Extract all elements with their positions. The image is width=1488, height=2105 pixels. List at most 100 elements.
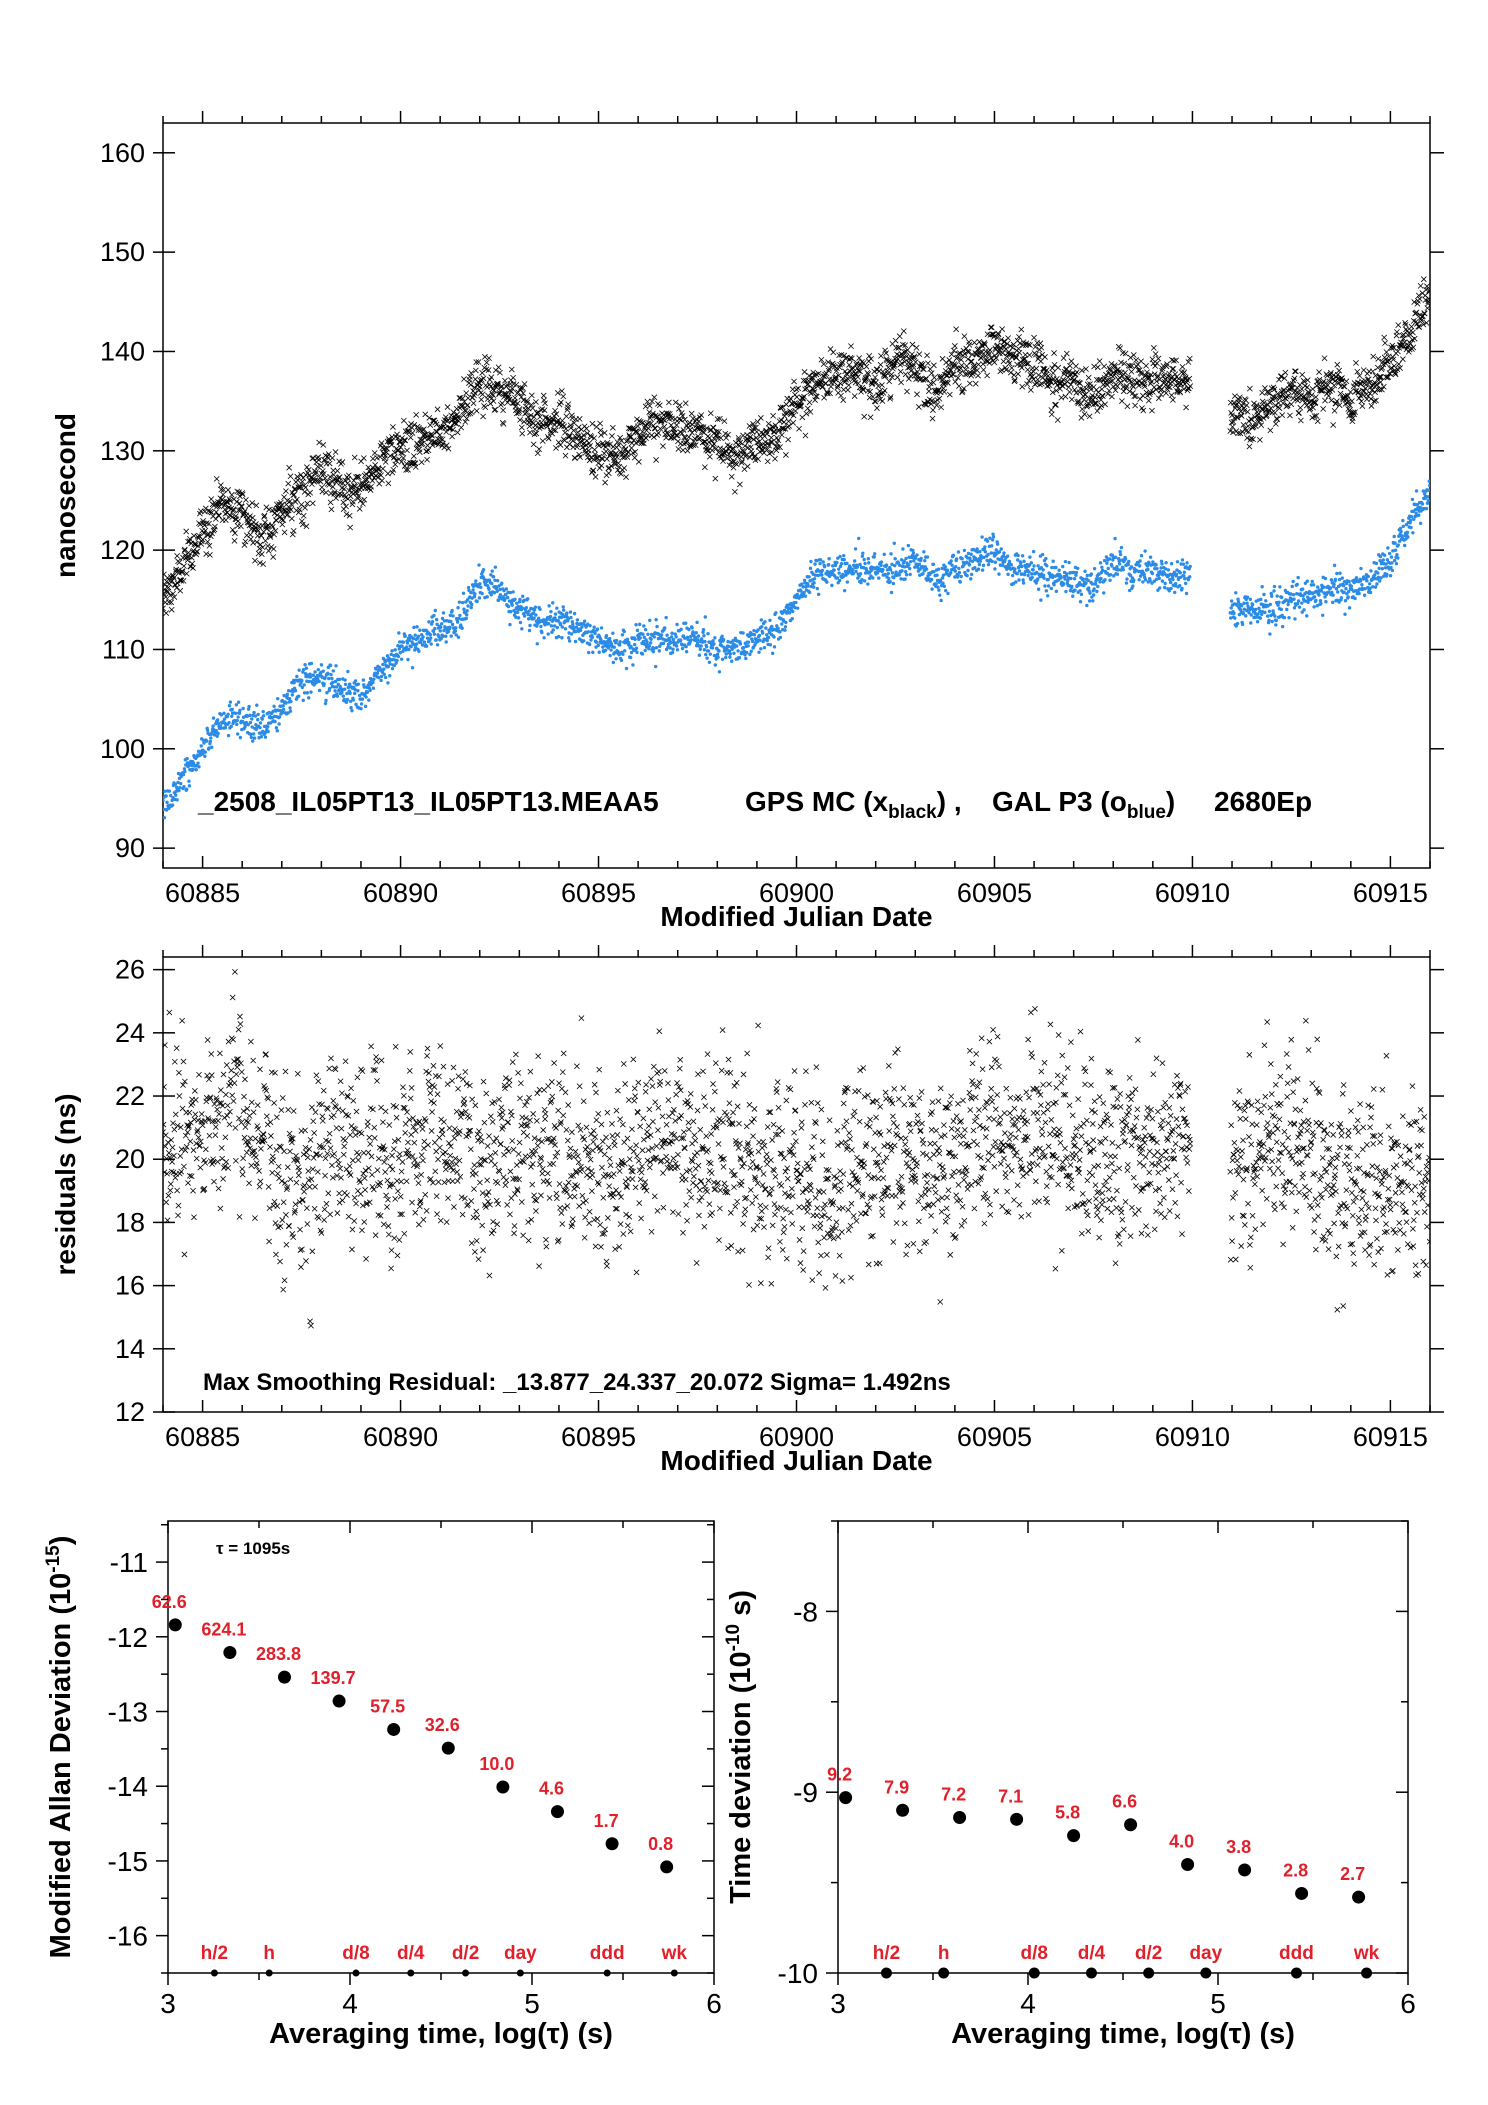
data-marker-o <box>915 553 919 557</box>
data-marker-x <box>231 537 238 544</box>
data-marker-o <box>1110 564 1114 568</box>
data-marker-o <box>951 553 956 558</box>
data-marker-o <box>711 639 715 643</box>
data-marker-o <box>708 652 713 656</box>
data-marker-o <box>674 644 679 648</box>
data-marker-x <box>660 443 666 450</box>
data-marker-o <box>309 661 314 666</box>
data-marker-o <box>1030 575 1034 580</box>
data-marker-x <box>693 416 700 423</box>
data-marker-o <box>904 573 909 577</box>
data-marker-o <box>388 674 392 678</box>
data-marker-x <box>1151 384 1158 391</box>
x-tick-label: 60915 <box>1353 878 1428 908</box>
data-marker-o <box>872 555 876 559</box>
data-marker-o <box>1072 576 1077 581</box>
data-marker-x <box>239 490 246 496</box>
data-marker-x <box>222 517 229 523</box>
data-marker-x <box>592 474 599 480</box>
data-marker-o <box>820 573 824 577</box>
data-marker-o <box>830 583 834 588</box>
data-marker-o <box>185 756 189 761</box>
data-marker-o <box>460 626 464 630</box>
data-marker-o <box>808 566 813 571</box>
data-marker-x <box>411 453 417 459</box>
data-marker-x <box>562 452 569 459</box>
data-marker-o <box>931 562 936 566</box>
data-marker-o <box>535 642 539 646</box>
data-marker-x <box>480 413 486 420</box>
data-marker-x <box>1016 334 1022 340</box>
data-marker-x <box>916 351 923 358</box>
data-marker-x <box>1042 354 1048 360</box>
data-marker-x <box>512 395 518 401</box>
data-marker-o <box>946 591 950 596</box>
data-marker-o <box>248 720 253 725</box>
data-marker-x <box>456 415 462 422</box>
data-marker-o <box>330 676 334 681</box>
data-marker-x <box>241 542 248 548</box>
data-marker-o <box>949 559 953 563</box>
data-marker-o <box>702 648 707 652</box>
data-marker-x <box>925 360 931 367</box>
data-marker-x <box>900 328 907 334</box>
data-marker-o <box>1076 566 1080 571</box>
data-marker-x <box>1154 360 1160 367</box>
data-marker-x <box>640 440 647 447</box>
data-marker-x <box>1284 402 1291 409</box>
data-marker-o <box>216 731 220 736</box>
data-marker-x <box>738 459 745 466</box>
data-marker-x <box>1060 355 1067 361</box>
data-marker-o <box>680 646 685 651</box>
data-marker-x <box>444 404 451 410</box>
data-marker-o <box>679 638 683 642</box>
data-marker-x <box>394 431 400 438</box>
data-marker-x <box>590 456 597 463</box>
data-marker-o <box>724 655 728 660</box>
data-marker-o <box>862 579 867 583</box>
data-marker-x <box>1018 326 1025 333</box>
data-marker-o <box>1061 582 1066 586</box>
data-marker-o <box>334 664 338 668</box>
data-marker-o <box>619 658 624 663</box>
data-marker-o <box>1157 576 1161 581</box>
x-axis-title: Modified Julian Date <box>660 901 932 932</box>
data-marker-x <box>1149 389 1156 395</box>
data-marker-x <box>660 411 667 418</box>
data-marker-o <box>208 739 213 744</box>
data-marker-x <box>228 491 235 498</box>
data-marker-o <box>687 627 691 632</box>
data-marker-x <box>1183 404 1190 411</box>
data-marker-x <box>534 410 541 416</box>
data-marker-x <box>371 450 378 456</box>
data-marker-x <box>988 324 995 331</box>
data-marker-o <box>424 644 429 648</box>
data-marker-x <box>365 485 371 492</box>
data-marker-o <box>1113 536 1117 541</box>
data-marker-o <box>1132 578 1136 582</box>
data-marker-o <box>474 579 478 583</box>
data-marker-o <box>261 709 265 714</box>
data-marker-x <box>525 414 532 420</box>
data-marker-x <box>458 424 465 431</box>
data-marker-x <box>362 477 369 484</box>
data-marker-o <box>569 632 574 636</box>
data-marker-o <box>852 559 857 563</box>
data-marker-x <box>328 506 335 513</box>
data-marker-o <box>760 631 765 635</box>
data-marker-x <box>1068 396 1075 403</box>
data-marker-x <box>639 428 646 435</box>
data-marker-o <box>1006 572 1010 577</box>
data-marker-o <box>670 650 675 655</box>
data-marker-o <box>323 676 327 680</box>
data-marker-o <box>521 594 525 599</box>
data-marker-x <box>768 434 775 441</box>
data-marker-o <box>684 650 689 654</box>
data-marker-x <box>384 445 390 452</box>
data-marker-o <box>396 654 401 659</box>
data-marker-o <box>1095 589 1099 594</box>
data-marker-x <box>1048 411 1055 418</box>
data-marker-o <box>1119 545 1124 550</box>
data-marker-o <box>477 596 482 600</box>
data-marker-o <box>957 566 961 571</box>
